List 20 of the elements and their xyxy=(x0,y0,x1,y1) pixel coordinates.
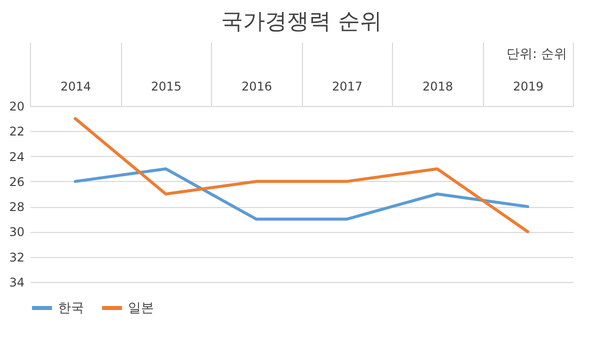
x-tick-label: 2017 xyxy=(332,80,363,94)
x-tick-label: 2018 xyxy=(422,80,454,94)
text: 단위: 순위 xyxy=(506,47,567,62)
x-tick-label: 2015 xyxy=(150,80,182,94)
line-series xyxy=(74,117,530,234)
y-tick-label: 24 xyxy=(9,150,24,164)
legend-label: 일본 xyxy=(128,301,154,316)
y-tick-label: 20 xyxy=(9,100,24,114)
y-tick-label: 34 xyxy=(9,276,24,290)
y-tick-label: 22 xyxy=(9,124,24,139)
y-tick-label: 30 xyxy=(9,225,24,240)
x-tick-label: 2019 xyxy=(512,80,544,94)
legend-label: 한국 xyxy=(58,301,84,316)
y-tick-label: 26 xyxy=(9,174,24,189)
y-tick-label: 28 xyxy=(9,200,24,214)
y-tick-label: 32 xyxy=(9,250,24,264)
x-tick-label: 2014 xyxy=(60,80,92,94)
chart-title: 국가경쟁력 순위 xyxy=(221,10,382,34)
x-tick-label: 2016 xyxy=(241,80,272,94)
line-series xyxy=(74,167,530,221)
